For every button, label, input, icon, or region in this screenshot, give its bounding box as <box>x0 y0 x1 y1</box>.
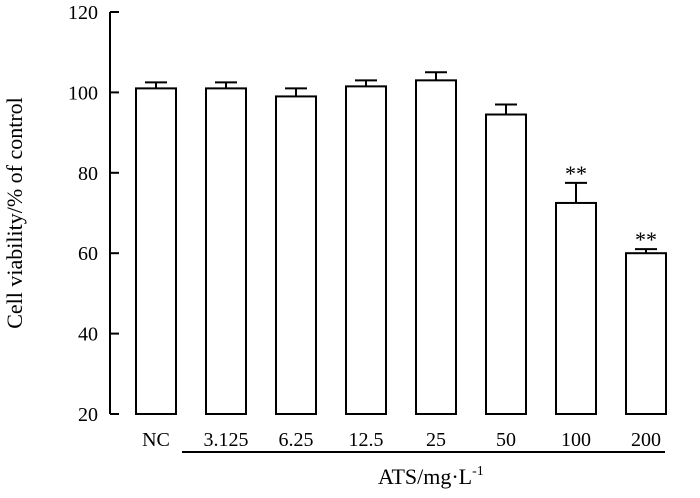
bar-12.5 <box>345 85 387 416</box>
x-axis-title: ATS/mg·L-1 <box>378 464 484 489</box>
x-tick-label-3.125: 3.125 <box>204 429 249 451</box>
bar-3.125 <box>205 87 247 415</box>
x-tick-labels: NC 3.125 6.25 12.5 25 50 100 200 <box>142 429 661 451</box>
significance-100: ** <box>565 161 587 186</box>
bar-200 <box>625 252 667 415</box>
x-tick-label-200: 200 <box>631 429 661 451</box>
y-tick-label-20: 20 <box>78 404 98 426</box>
x-axis-title-superscript: -1 <box>472 464 484 479</box>
bars <box>135 79 667 416</box>
x-tick-label-12.5: 12.5 <box>349 429 384 451</box>
bar-50 <box>485 113 527 415</box>
y-tick-label-80: 80 <box>78 163 98 185</box>
significance-annotations: ** ** <box>565 161 657 252</box>
y-axis: 20 40 60 80 100 120 <box>68 2 119 426</box>
x-axis-title-main: ATS/mg·L <box>378 464 472 489</box>
error-bars <box>145 71 657 254</box>
x-tick-label-100: 100 <box>561 429 591 451</box>
y-tick-label-120: 120 <box>68 2 98 24</box>
bar-25 <box>415 79 457 415</box>
x-tick-label-NC: NC <box>142 429 170 451</box>
y-tick-label-100: 100 <box>68 82 98 104</box>
y-axis-title: Cell viability/% of control <box>2 97 27 329</box>
bar-NC <box>135 87 177 415</box>
y-tick-label-60: 60 <box>78 243 98 265</box>
bar-6.25 <box>275 95 317 415</box>
x-tick-label-25: 25 <box>426 429 446 451</box>
bar-100 <box>555 201 597 415</box>
significance-200: ** <box>635 227 657 252</box>
x-tick-label-6.25: 6.25 <box>279 429 314 451</box>
x-tick-label-50: 50 <box>496 429 516 451</box>
y-tick-label-40: 40 <box>78 324 98 346</box>
